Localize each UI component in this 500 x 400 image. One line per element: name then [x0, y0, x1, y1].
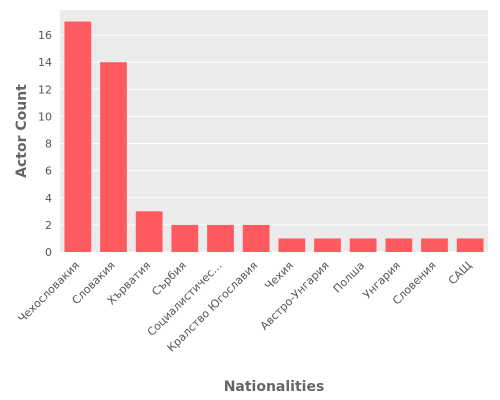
y-tick-label: 0: [45, 246, 52, 259]
bar: [456, 238, 484, 252]
bar: [242, 224, 270, 252]
y-axis-ticks: 0 2 4 6 8 10 12 14 16: [38, 29, 52, 259]
y-tick-label: 2: [45, 219, 52, 232]
bar: [135, 211, 163, 252]
bars: [64, 21, 484, 253]
bar: [349, 238, 377, 252]
bar: [64, 21, 92, 253]
bar: [385, 238, 413, 252]
bar: [421, 238, 448, 252]
y-tick-label: 16: [38, 29, 52, 42]
bar: [278, 238, 306, 252]
bar: [171, 224, 199, 252]
plot-area: [60, 10, 488, 252]
x-tick-label: Австро-Унгария: [258, 259, 332, 333]
y-tick-label: 4: [45, 192, 52, 205]
y-axis-title: Actor Count: [14, 84, 30, 178]
bar: [207, 224, 234, 252]
x-tick-label: САЩ: [446, 259, 474, 287]
bar: [100, 62, 127, 253]
x-tick-label: Чехословакия: [15, 259, 81, 325]
y-tick-label: 10: [38, 110, 52, 123]
y-tick-label: 12: [38, 83, 52, 96]
grid-lines: [60, 34, 488, 253]
y-tick-label: 8: [45, 138, 52, 151]
y-tick-label: 14: [38, 56, 52, 69]
bar: [314, 238, 341, 252]
x-tick-label: Чехия: [262, 259, 296, 293]
x-axis-ticks: ЧехословакияСловакияХърватияСърбияСоциал…: [15, 259, 474, 355]
x-axis-title: Nationalities: [224, 379, 325, 395]
y-tick-label: 6: [45, 165, 52, 178]
